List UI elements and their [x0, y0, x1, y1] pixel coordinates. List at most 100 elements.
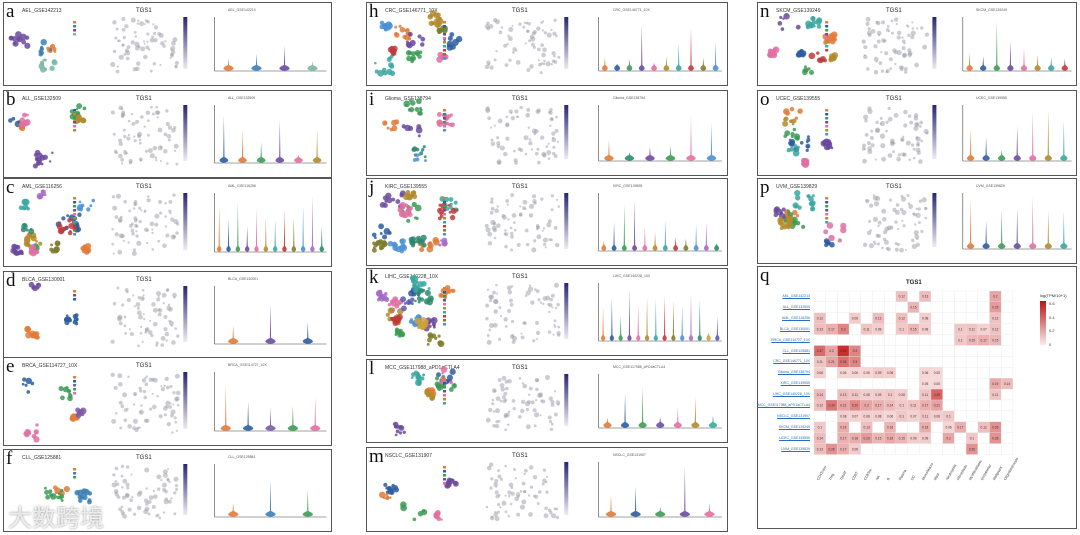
expr-point: [523, 135, 529, 141]
umap-point: [421, 323, 427, 330]
expr-point: [490, 197, 494, 201]
heatmap-row-label[interactable]: AML_GSE116256: [782, 315, 810, 320]
heatmap-cell: [825, 432, 838, 444]
expr-point: [901, 53, 907, 58]
expr-point: [489, 294, 495, 300]
heatmap-value: 0.09: [852, 316, 858, 320]
heatmap-cell: [813, 410, 826, 422]
heatmap-cell: [872, 290, 885, 303]
heatmap-row-label[interactable]: Glioma_GSE138794: [777, 370, 810, 375]
heatmap-row-label[interactable]: NSCLC_GSE131907: [777, 413, 810, 418]
figure-panel-m: m NSCLC_GSE131907 TGS1 NSCLC_GSE131907: [366, 447, 728, 532]
expr-point: [123, 418, 128, 422]
expr-point: [133, 216, 138, 221]
expr-point: [925, 131, 929, 135]
heatmap-row-label[interactable]: ALL_GSE132509: [782, 304, 810, 309]
heatmap-value: 0.06: [922, 371, 928, 375]
umap-point: [62, 226, 66, 230]
expr-point: [862, 242, 868, 248]
expr-point: [553, 60, 558, 64]
heatmap-row-label[interactable]: UCEC_GSE139555: [779, 435, 810, 440]
heatmap-row-label[interactable]: AEL_GSE142213: [782, 294, 810, 298]
expr-point: [528, 141, 533, 146]
expr-point: [865, 16, 871, 22]
expr-point: [173, 143, 179, 149]
expr-point: [486, 288, 490, 291]
expr-point: [497, 337, 502, 341]
expr-point: [897, 153, 902, 157]
umap-point: [773, 209, 778, 214]
expr-point: [524, 294, 528, 298]
expr-point: [542, 237, 548, 243]
expr-point: [133, 30, 137, 34]
heatmap-row-label[interactable]: LIHC_GSE140228_10X: [772, 392, 810, 397]
heatmap-row-label[interactable]: SKCM_GSE139249: [778, 424, 810, 429]
expr-point: [165, 404, 169, 409]
expr-point: [502, 215, 507, 220]
umap-point: [828, 234, 835, 242]
expr-point: [114, 36, 118, 40]
heatmap-row-label[interactable]: CRC_GSE146771_10X: [773, 359, 810, 364]
heatmap-row-label[interactable]: CLL_GSE125881: [782, 348, 810, 353]
heatmap-row-label[interactable]: BLCA_GSE130001: [779, 326, 810, 331]
expr-point: [899, 207, 904, 212]
expr-point: [551, 513, 556, 519]
gene-label: TGS1: [512, 8, 528, 14]
heatmap-row-label[interactable]: BRCA_GSE114727_10X: [771, 337, 810, 342]
violin: [691, 397, 700, 428]
expr-point: [166, 134, 172, 139]
figure-panel-c: c AML_GSE116256 TGS1 AML_GSE116256: [3, 178, 332, 267]
expr-point: [514, 109, 519, 114]
expr-point: [484, 64, 490, 70]
legend-swatch: [73, 468, 77, 471]
umap-point: [74, 313, 79, 318]
umap-point: [417, 110, 422, 116]
legend-swatch: [443, 201, 447, 204]
umap-point: [386, 57, 392, 62]
expr-point: [525, 112, 531, 118]
violin: [671, 299, 676, 341]
umap-point: [808, 52, 816, 60]
expr-point: [555, 507, 559, 511]
heatmap-value: 0.1: [888, 393, 893, 397]
umap-point: [782, 17, 785, 20]
expr-point: [137, 295, 141, 300]
umap-point: [387, 231, 392, 235]
heatmap-row-label[interactable]: MCC_GSE117988_aPD1aCTLA4: [757, 403, 810, 407]
expr-point: [110, 61, 116, 68]
heatmap-row-label[interactable]: KIRC_GSE139555: [780, 381, 810, 386]
expr-point: [144, 506, 150, 512]
heatmap-cell: [954, 290, 967, 303]
heatmap-row-label[interactable]: UVM_GSE139829: [781, 446, 810, 451]
expr-point: [546, 150, 552, 156]
expr-point: [510, 193, 515, 197]
expr-point: [500, 387, 505, 392]
expr-point: [495, 424, 500, 429]
violin: [686, 115, 696, 161]
expr-point: [900, 138, 904, 142]
expr-point: [894, 247, 899, 252]
expr-point: [145, 487, 148, 490]
expr-point: [531, 194, 537, 199]
expr-point: [168, 209, 172, 213]
expr-point: [503, 151, 508, 157]
expr-point: [174, 373, 180, 379]
expr-point: [488, 322, 494, 329]
figure-panel-f: f CLL_GSE125881 TGS1 CLL_GSE125881: [3, 449, 332, 532]
expr-point: [497, 118, 503, 124]
heatmap-cell: [954, 443, 967, 455]
umap-point: [394, 119, 400, 125]
heatmap-value: 0.39: [934, 393, 940, 397]
heatmap-value: 0.08: [875, 415, 881, 419]
expr-point: [172, 403, 175, 406]
heatmap-cell: [848, 378, 861, 390]
expr-point: [485, 227, 491, 233]
violin: [238, 130, 247, 163]
expr-point: [151, 112, 155, 116]
violin: [998, 149, 1006, 161]
expr-point: [120, 404, 125, 409]
expr-point: [548, 110, 553, 115]
expr-point: [151, 504, 156, 510]
panel-graphics: [379, 462, 722, 522]
expr-point: [140, 209, 143, 212]
